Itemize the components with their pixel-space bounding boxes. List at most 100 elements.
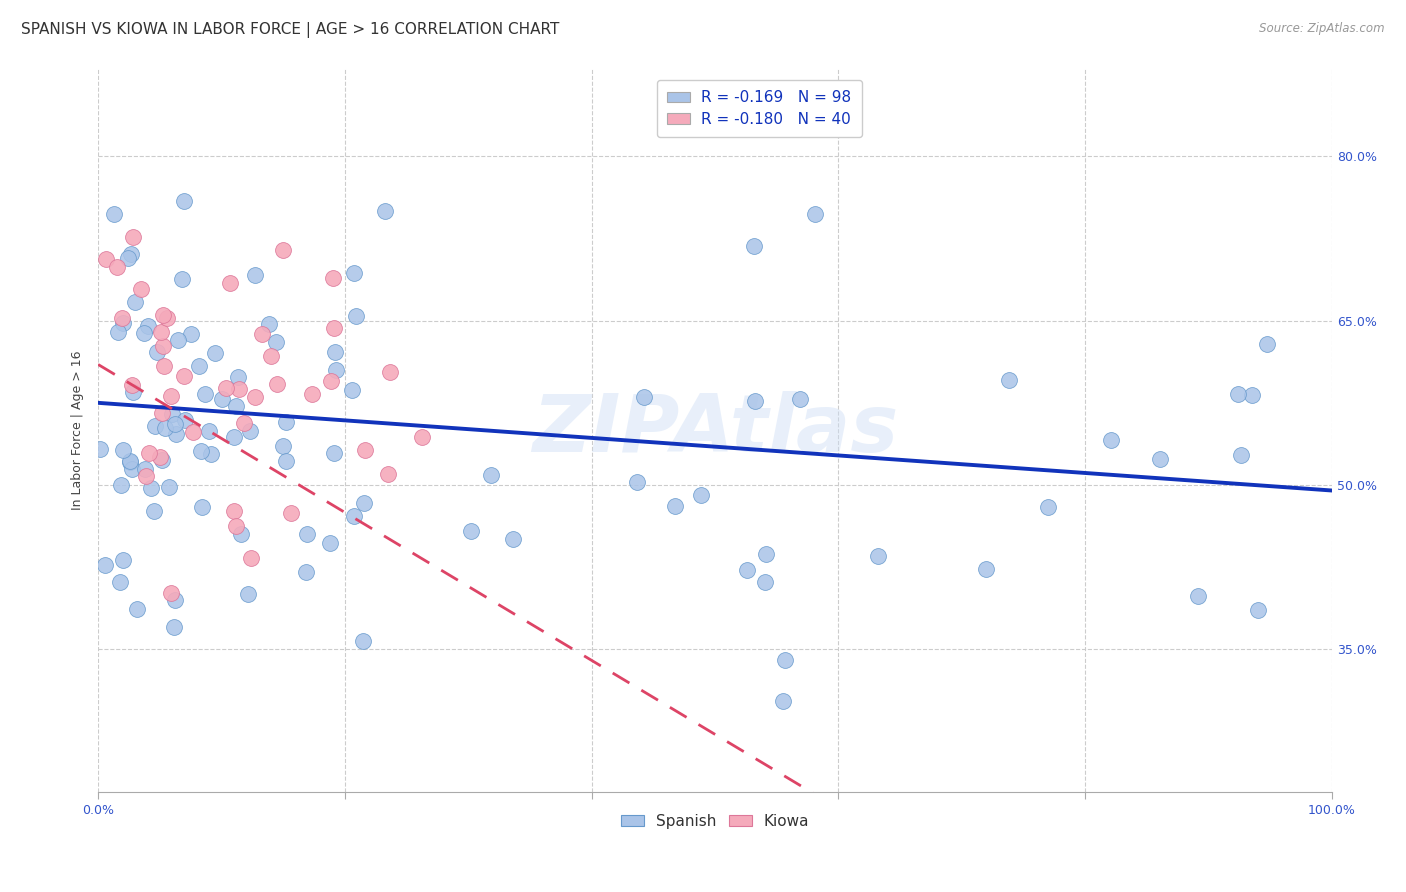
Point xyxy=(744,394,766,409)
Point xyxy=(197,424,219,438)
Point xyxy=(111,311,134,326)
Point xyxy=(322,270,344,285)
Point xyxy=(215,381,238,395)
Point xyxy=(156,311,179,326)
Point xyxy=(228,370,250,384)
Point xyxy=(163,620,186,634)
Point xyxy=(218,276,240,290)
Point xyxy=(276,415,298,429)
Point xyxy=(866,549,889,564)
Point xyxy=(228,382,250,396)
Point xyxy=(997,372,1019,386)
Point xyxy=(280,506,302,520)
Point xyxy=(479,468,502,483)
Point xyxy=(166,333,188,347)
Point xyxy=(245,268,267,282)
Point xyxy=(340,384,363,398)
Point xyxy=(118,453,141,467)
Point xyxy=(1187,589,1209,603)
Point xyxy=(105,260,128,274)
Point xyxy=(152,308,174,322)
Point xyxy=(157,480,180,494)
Point xyxy=(225,518,247,533)
Point xyxy=(342,509,364,524)
Point xyxy=(343,266,366,280)
Point xyxy=(121,462,143,476)
Text: Source: ZipAtlas.com: Source: ZipAtlas.com xyxy=(1260,22,1385,36)
Point xyxy=(135,469,157,483)
Point xyxy=(125,602,148,616)
Point xyxy=(222,504,245,518)
Point xyxy=(239,424,262,438)
Point xyxy=(353,495,375,509)
Point xyxy=(322,321,344,335)
Point xyxy=(136,318,159,333)
Point xyxy=(129,282,152,296)
Point xyxy=(276,454,298,468)
Point xyxy=(120,455,142,469)
Point xyxy=(153,359,176,374)
Point xyxy=(150,325,173,339)
Point xyxy=(132,326,155,340)
Point xyxy=(319,535,342,549)
Legend: Spanish, Kiowa: Spanish, Kiowa xyxy=(614,808,815,835)
Point xyxy=(352,633,374,648)
Point xyxy=(160,586,183,600)
Point xyxy=(271,439,294,453)
Point xyxy=(224,430,246,444)
Point xyxy=(134,461,156,475)
Point xyxy=(240,551,263,566)
Point xyxy=(110,478,132,492)
Point xyxy=(152,453,174,467)
Point xyxy=(1036,500,1059,514)
Point xyxy=(149,450,172,464)
Point xyxy=(301,387,323,401)
Point xyxy=(755,548,778,562)
Point xyxy=(502,533,524,547)
Point xyxy=(294,565,316,579)
Point xyxy=(211,392,233,406)
Point xyxy=(180,327,202,342)
Point xyxy=(374,204,396,219)
Point xyxy=(121,378,143,392)
Point xyxy=(273,243,295,257)
Point xyxy=(323,446,346,460)
Point xyxy=(378,365,401,379)
Point xyxy=(264,334,287,349)
Point xyxy=(138,446,160,460)
Point xyxy=(112,316,135,330)
Point xyxy=(243,391,266,405)
Point xyxy=(103,207,125,221)
Point xyxy=(803,207,825,221)
Point xyxy=(257,318,280,332)
Point xyxy=(626,475,648,490)
Point xyxy=(143,419,166,434)
Point xyxy=(190,443,212,458)
Point xyxy=(1247,603,1270,617)
Point xyxy=(377,467,399,482)
Point xyxy=(344,309,367,323)
Point xyxy=(229,527,252,541)
Point xyxy=(1230,448,1253,462)
Point xyxy=(152,339,174,353)
Point xyxy=(142,504,165,518)
Point xyxy=(187,359,209,374)
Point xyxy=(319,374,342,388)
Point xyxy=(181,425,204,439)
Point xyxy=(742,239,765,253)
Point xyxy=(411,430,433,444)
Point xyxy=(974,561,997,575)
Point xyxy=(121,384,143,399)
Point xyxy=(173,194,195,208)
Point xyxy=(153,421,176,435)
Point xyxy=(1240,388,1263,402)
Point xyxy=(165,427,187,442)
Point xyxy=(190,500,212,514)
Point xyxy=(172,272,194,286)
Text: ZIPAtlas: ZIPAtlas xyxy=(531,392,898,469)
Point xyxy=(194,386,217,401)
Point xyxy=(460,524,482,538)
Point xyxy=(89,442,111,456)
Point xyxy=(108,574,131,589)
Y-axis label: In Labor Force | Age > 16: In Labor Force | Age > 16 xyxy=(72,351,84,510)
